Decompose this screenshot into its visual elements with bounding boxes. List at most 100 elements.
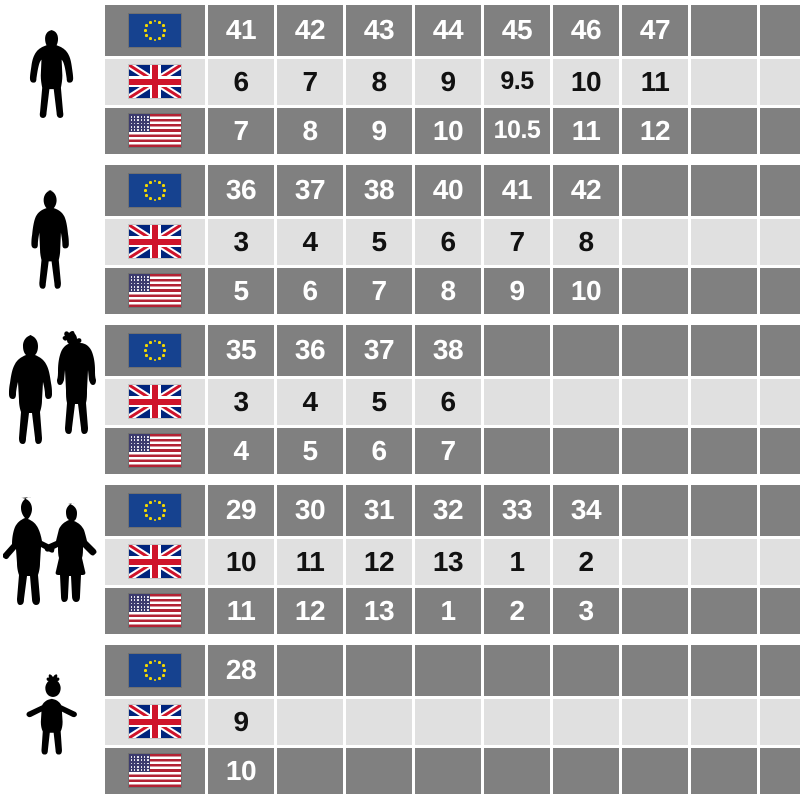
size-cell-empty: [691, 747, 757, 794]
size-cell: 35: [208, 325, 274, 376]
figure-cell-men: [0, 0, 105, 160]
size-cell-empty: [760, 378, 800, 425]
region-flag-cell-uk: [105, 58, 205, 105]
size-cell-empty: [346, 698, 412, 745]
size-group-toddler: 28 9 10: [0, 640, 800, 800]
size-cell: 41: [208, 5, 274, 56]
table-row: 10: [105, 747, 800, 794]
region-flag-cell-uk: [105, 378, 205, 425]
size-cell: 42: [553, 165, 619, 216]
table-row: 41 42 43 44 45 46 47: [105, 5, 800, 56]
size-cell-empty: [760, 645, 800, 696]
size-cell-empty: [622, 165, 688, 216]
size-cell-empty: [415, 645, 481, 696]
size-cell: 6: [415, 218, 481, 265]
size-cell: 4: [208, 427, 274, 474]
size-cell: 11: [622, 58, 688, 105]
uk-flag-icon: [129, 385, 181, 419]
size-cell-empty: [415, 698, 481, 745]
size-cell: 3: [208, 218, 274, 265]
size-cell: 8: [553, 218, 619, 265]
size-cell: 33: [484, 485, 550, 536]
size-cell: 31: [346, 485, 412, 536]
size-cell-empty: [622, 485, 688, 536]
size-cell: 13: [346, 587, 412, 634]
size-cell: 9: [208, 698, 274, 745]
size-cell: 3: [553, 587, 619, 634]
size-cell-empty: [760, 538, 800, 585]
size-cell-empty: [760, 427, 800, 474]
region-flag-cell-uk: [105, 698, 205, 745]
size-cell-empty: [553, 325, 619, 376]
size-cell-empty: [622, 698, 688, 745]
size-cell-empty: [553, 698, 619, 745]
size-cell-empty: [622, 587, 688, 634]
size-cell-empty: [691, 485, 757, 536]
size-cell: 5: [346, 378, 412, 425]
size-cell: 10: [553, 58, 619, 105]
size-cell-empty: [622, 267, 688, 314]
size-cell-empty: [484, 325, 550, 376]
size-cell-empty: [691, 58, 757, 105]
size-cell: 41: [484, 165, 550, 216]
size-cell: 40: [415, 165, 481, 216]
size-cell: 11: [208, 587, 274, 634]
size-group-young-children: 29 30 31 32 33 34 10 11 12 13 1 2 11 12 13 1 2 3: [0, 480, 800, 640]
size-cell-empty: [691, 218, 757, 265]
region-flag-cell-eu: [105, 325, 205, 376]
size-cell: 47: [622, 5, 688, 56]
region-flag-cell-uk: [105, 218, 205, 265]
size-cell-empty: [553, 645, 619, 696]
size-cell: 11: [277, 538, 343, 585]
size-cell: 43: [346, 5, 412, 56]
size-cell: 6: [415, 378, 481, 425]
size-cell-empty: [760, 218, 800, 265]
region-flag-cell-us: [105, 107, 205, 154]
size-cell: 9: [346, 107, 412, 154]
table-row: 9: [105, 698, 800, 745]
size-cell: 7: [346, 267, 412, 314]
size-cell: 30: [277, 485, 343, 536]
size-cell-empty: [760, 165, 800, 216]
older-children-silhouette: [8, 331, 96, 444]
size-cell: 10.5: [484, 107, 550, 154]
size-cell-empty: [622, 325, 688, 376]
us-flag-icon: [129, 754, 181, 788]
size-cell: 42: [277, 5, 343, 56]
size-cell-empty: [760, 698, 800, 745]
size-cell: 9: [484, 267, 550, 314]
young-children-silhouette: [2, 497, 96, 605]
size-cell: 2: [553, 538, 619, 585]
uk-flag-icon: [129, 705, 181, 739]
size-grid-women: 36 37 38 40 41 42 3 4 5 6 7 8 5 6 7 8 9 10: [105, 160, 800, 320]
region-flag-cell-eu: [105, 645, 205, 696]
size-cell: 7: [484, 218, 550, 265]
size-cell-empty: [553, 378, 619, 425]
size-cell: 5: [208, 267, 274, 314]
size-cell-empty: [691, 538, 757, 585]
size-cell: 37: [346, 325, 412, 376]
region-flag-cell-us: [105, 427, 205, 474]
size-cell: 10: [553, 267, 619, 314]
region-flag-cell-uk: [105, 538, 205, 585]
size-cell: 11: [553, 107, 619, 154]
uk-flag-icon: [129, 545, 181, 579]
size-cell-empty: [691, 378, 757, 425]
size-cell-empty: [622, 747, 688, 794]
uk-flag-icon: [129, 225, 181, 259]
size-cell-empty: [346, 747, 412, 794]
size-cell: 8: [415, 267, 481, 314]
size-cell-empty: [760, 485, 800, 536]
uk-flag-icon: [129, 65, 181, 99]
size-cell: 7: [208, 107, 274, 154]
table-row: 28: [105, 645, 800, 696]
size-cell-empty: [622, 427, 688, 474]
size-cell-empty: [277, 698, 343, 745]
size-cell-empty: [760, 747, 800, 794]
size-cell-empty: [484, 427, 550, 474]
size-cell: 4: [277, 218, 343, 265]
us-flag-icon: [129, 114, 181, 148]
region-flag-cell-eu: [105, 5, 205, 56]
